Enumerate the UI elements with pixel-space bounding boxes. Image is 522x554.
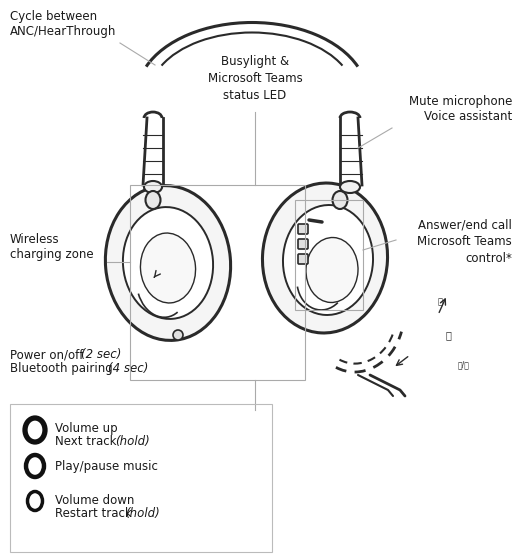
FancyBboxPatch shape — [298, 254, 308, 264]
Ellipse shape — [105, 186, 231, 340]
FancyBboxPatch shape — [298, 224, 308, 234]
Bar — [10, 404, 272, 552]
Text: 🎤/🔇: 🎤/🔇 — [458, 361, 470, 370]
Text: Volume up: Volume up — [55, 422, 117, 435]
Text: (hold): (hold) — [115, 435, 150, 448]
Text: Play/pause music: Play/pause music — [55, 460, 158, 473]
Ellipse shape — [306, 238, 358, 302]
Text: Restart track: Restart track — [55, 507, 136, 520]
Ellipse shape — [146, 191, 160, 209]
Bar — [130, 185, 305, 380]
Ellipse shape — [263, 183, 387, 333]
Text: Mute microphone
Voice assistant: Mute microphone Voice assistant — [409, 95, 512, 123]
Text: 🔇: 🔇 — [437, 297, 443, 306]
Ellipse shape — [283, 205, 373, 315]
FancyBboxPatch shape — [298, 239, 308, 249]
Text: Bluetooth pairing: Bluetooth pairing — [10, 362, 116, 375]
Text: (2 sec): (2 sec) — [81, 348, 122, 361]
Text: 🎤: 🎤 — [445, 330, 451, 340]
Ellipse shape — [140, 233, 196, 303]
Ellipse shape — [340, 181, 360, 193]
Bar — [295, 200, 363, 310]
Text: Answer/end call
Microsoft Teams
control*: Answer/end call Microsoft Teams control* — [417, 218, 512, 265]
Text: Wireless
charging zone: Wireless charging zone — [10, 233, 93, 261]
Ellipse shape — [144, 181, 162, 193]
Text: Busylight &
Microsoft Teams
status LED: Busylight & Microsoft Teams status LED — [208, 55, 302, 102]
Ellipse shape — [173, 330, 183, 340]
Text: Next track: Next track — [55, 435, 120, 448]
Ellipse shape — [333, 191, 348, 209]
Text: (hold): (hold) — [125, 507, 160, 520]
Text: Volume down: Volume down — [55, 494, 134, 507]
Ellipse shape — [123, 207, 213, 319]
Text: Power on/off: Power on/off — [10, 348, 87, 361]
Text: (4 sec): (4 sec) — [108, 362, 148, 375]
Text: Cycle between
ANC/HearThrough: Cycle between ANC/HearThrough — [10, 10, 116, 38]
